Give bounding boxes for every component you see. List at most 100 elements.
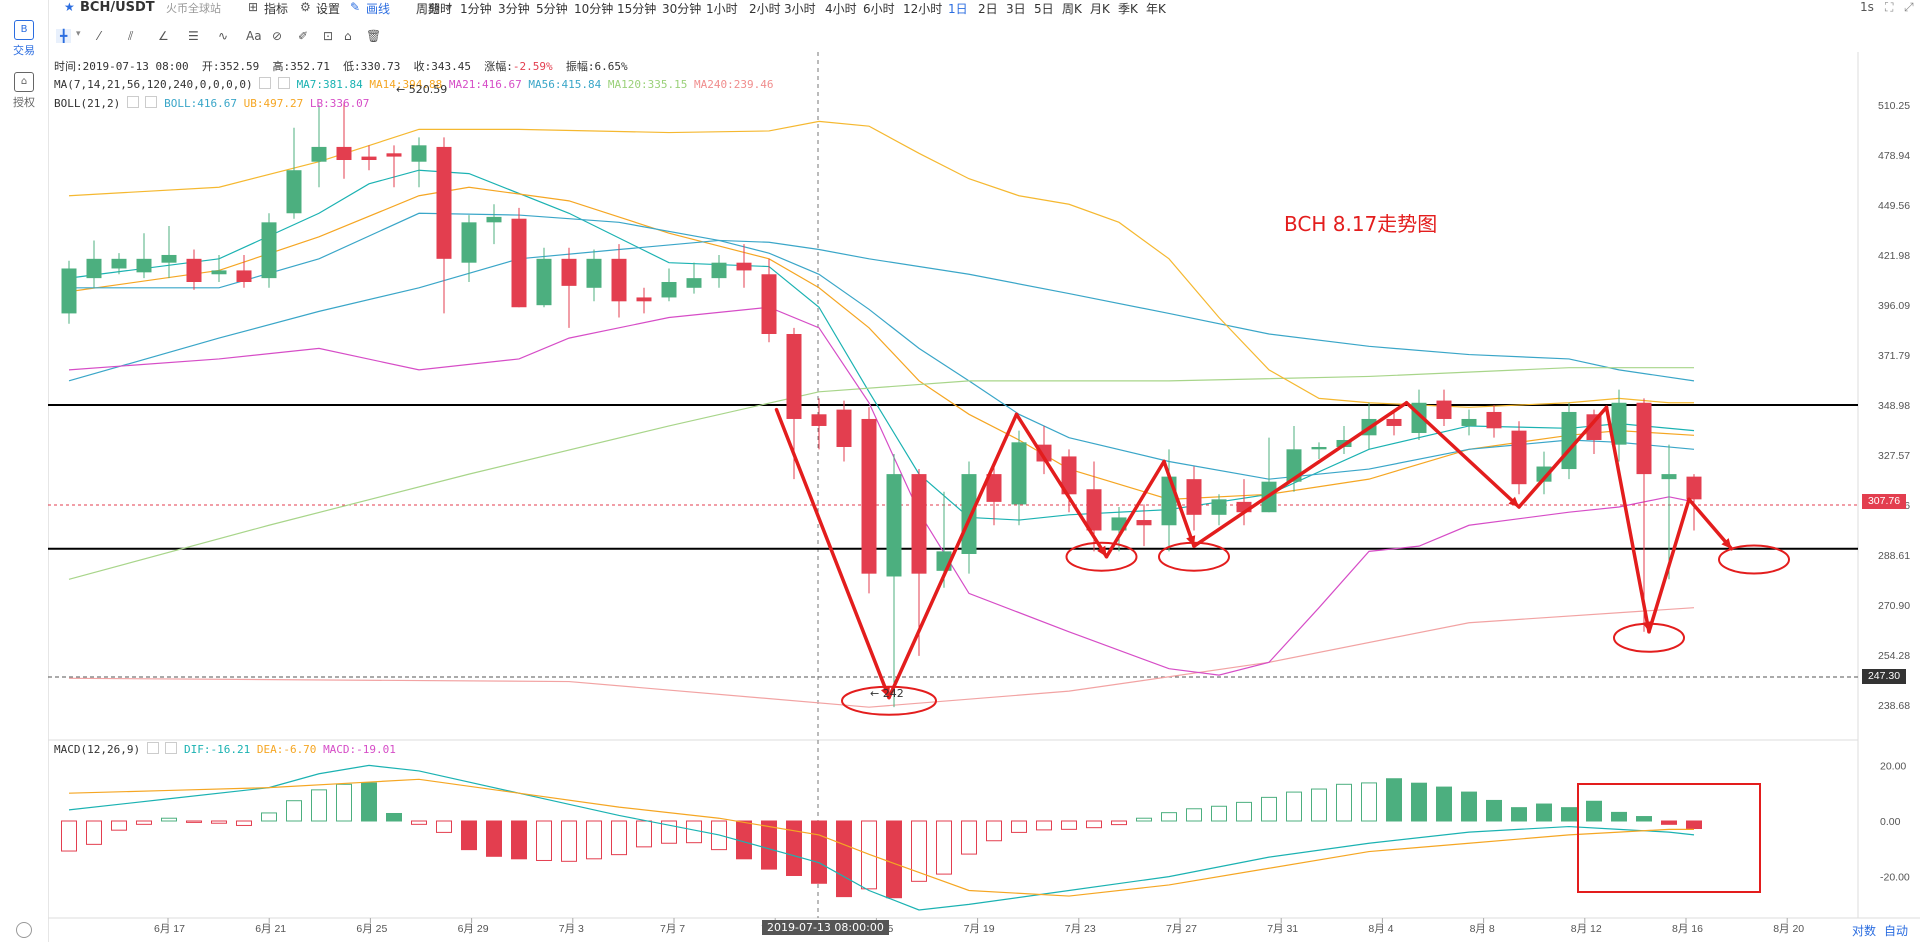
text-tool[interactable]: Aa <box>246 29 262 43</box>
pair-title[interactable]: BCH/USDT <box>80 0 155 15</box>
indicator-button[interactable]: 指标 <box>264 2 289 16</box>
info-open: 开:352.59 <box>201 60 260 73</box>
trade-label: 交易 <box>13 44 35 57</box>
authorize-button[interactable]: ⌂ 授权 <box>0 72 48 110</box>
x-tick-label: 7月 19 <box>964 923 995 935</box>
candle-body <box>1161 476 1177 526</box>
period-11[interactable]: 6小时 <box>863 2 895 16</box>
period-13[interactable]: 1日 <box>948 2 968 16</box>
macd-bar <box>1261 796 1277 822</box>
macd-bar <box>986 820 1002 842</box>
y-tick-label: 238.68 <box>1878 700 1910 712</box>
period-5[interactable]: 15分钟 <box>617 2 657 16</box>
macd-bar <box>1011 820 1027 833</box>
tool-dropdown-icon[interactable]: ▾ <box>76 29 81 39</box>
macd-settings-icon[interactable] <box>146 742 159 754</box>
macd-dif-line <box>68 764 1695 911</box>
period-0[interactable]: 分时 <box>428 2 453 16</box>
macd-bar <box>1436 786 1452 822</box>
lock-tool-icon[interactable]: ⊡ <box>323 29 334 43</box>
candle-body <box>1686 476 1702 500</box>
brush-tool-icon[interactable]: ✐ <box>298 29 309 43</box>
auto-scale-button[interactable]: 自动 <box>1884 924 1909 938</box>
macd-highlight-box <box>1577 783 1761 893</box>
candle-body <box>1386 418 1402 426</box>
magnet-tool-icon[interactable]: ⌂ <box>344 29 352 43</box>
expand-icon[interactable]: ⤢ <box>1904 0 1914 14</box>
period-16[interactable]: 5日 <box>1034 2 1054 16</box>
refresh-rate-label[interactable]: 1s <box>1860 0 1874 14</box>
macd-bar <box>411 820 427 825</box>
trendline-tool-icon[interactable]: ⁄ <box>98 29 101 43</box>
candle-body <box>111 258 127 269</box>
macd-bar <box>1511 807 1527 822</box>
period-9[interactable]: 3小时 <box>784 2 816 16</box>
settings-button[interactable]: 设置 <box>316 2 341 16</box>
macd-bar <box>1236 801 1252 822</box>
candle-body <box>1536 466 1552 482</box>
period-17[interactable]: 周K <box>1062 2 1082 16</box>
period-8[interactable]: 2小时 <box>749 2 781 16</box>
angle-tool-icon[interactable]: ∠ <box>158 29 169 43</box>
period-14[interactable]: 2日 <box>978 2 998 16</box>
fullscreen-icon[interactable]: ⛶ <box>1885 0 1894 14</box>
info-amp: 振幅:6.65% <box>565 60 628 73</box>
candle-body <box>1186 479 1202 515</box>
candle-body <box>561 258 577 286</box>
fib-tool-icon[interactable]: ☰ <box>188 29 199 43</box>
period-12[interactable]: 12小时 <box>903 2 943 16</box>
macd-bar <box>1386 778 1402 822</box>
trade-icon: B <box>14 20 34 40</box>
trade-button[interactable]: B 交易 <box>0 20 48 58</box>
period-10[interactable]: 4小时 <box>825 2 857 16</box>
macd-label: MACD(12,26,9) <box>54 743 141 756</box>
macd-bar <box>336 783 352 822</box>
period-7[interactable]: 1小时 <box>706 2 738 16</box>
log-scale-button[interactable]: 对数 <box>1852 924 1877 938</box>
period-2[interactable]: 3分钟 <box>498 2 530 16</box>
period-20[interactable]: 年K <box>1146 2 1166 16</box>
macd-info: MACD(12,26,9) DIF:-16.21 DEA:-6.70 MACD:… <box>54 742 396 756</box>
wave-tool-icon[interactable]: ∿ <box>218 29 229 43</box>
candle-body <box>386 153 402 157</box>
crosshair-tool-icon[interactable]: ╋ <box>56 29 72 43</box>
macd-bar <box>311 789 327 822</box>
macd-tick-label: 20.00 <box>1880 760 1906 772</box>
period-15[interactable]: 3日 <box>1006 2 1026 16</box>
candle-body <box>1286 449 1302 482</box>
macd-bar <box>136 820 152 825</box>
ma-close-icon[interactable] <box>277 77 290 89</box>
macd-tick-label: 0.00 <box>1880 816 1901 828</box>
ma-settings-icon[interactable] <box>259 77 272 89</box>
ma-value-1: MA14:394.88 <box>369 78 449 91</box>
axes: 510.25 478.94 449.56 421.98 396.09 371.79 348.… <box>154 100 1910 935</box>
delete-tool-icon[interactable]: 🗑 <box>366 29 382 43</box>
draw-button[interactable]: 画线 <box>366 2 391 16</box>
period-18[interactable]: 月K <box>1090 2 1110 16</box>
candle-body <box>336 146 352 161</box>
macd-panel <box>61 764 1702 911</box>
period-3[interactable]: 5分钟 <box>536 2 568 16</box>
ma-info: MA(7,14,21,56,120,240,0,0,0,0) MA7:381.8… <box>54 77 773 91</box>
boll-settings-icon[interactable] <box>126 96 139 108</box>
macd-bar <box>161 817 177 822</box>
boll-close-icon[interactable] <box>145 96 158 108</box>
candle-body <box>961 474 977 554</box>
macd-tick-label: -20.00 <box>1880 872 1910 884</box>
period-4[interactable]: 10分钟 <box>574 2 614 16</box>
boll-value-2: LB:336.07 <box>309 97 370 110</box>
favorite-star-icon[interactable]: ★ <box>64 0 75 14</box>
period-6[interactable]: 30分钟 <box>662 2 702 16</box>
macd-close-icon[interactable] <box>165 742 178 754</box>
period-19[interactable]: 季K <box>1118 2 1138 16</box>
settings-gear-icon[interactable] <box>16 922 32 938</box>
period-1[interactable]: 1分钟 <box>460 2 492 16</box>
macd-bar <box>1161 812 1177 822</box>
candle-body <box>411 145 427 162</box>
candle-body <box>861 418 877 574</box>
ruler-tool-icon[interactable]: ⊘ <box>272 29 283 43</box>
y-tick-label: 478.94 <box>1878 150 1910 162</box>
period-dropdown-icon[interactable]: ▾ <box>446 0 453 14</box>
channel-tool-icon[interactable]: ⫽ <box>128 29 134 43</box>
